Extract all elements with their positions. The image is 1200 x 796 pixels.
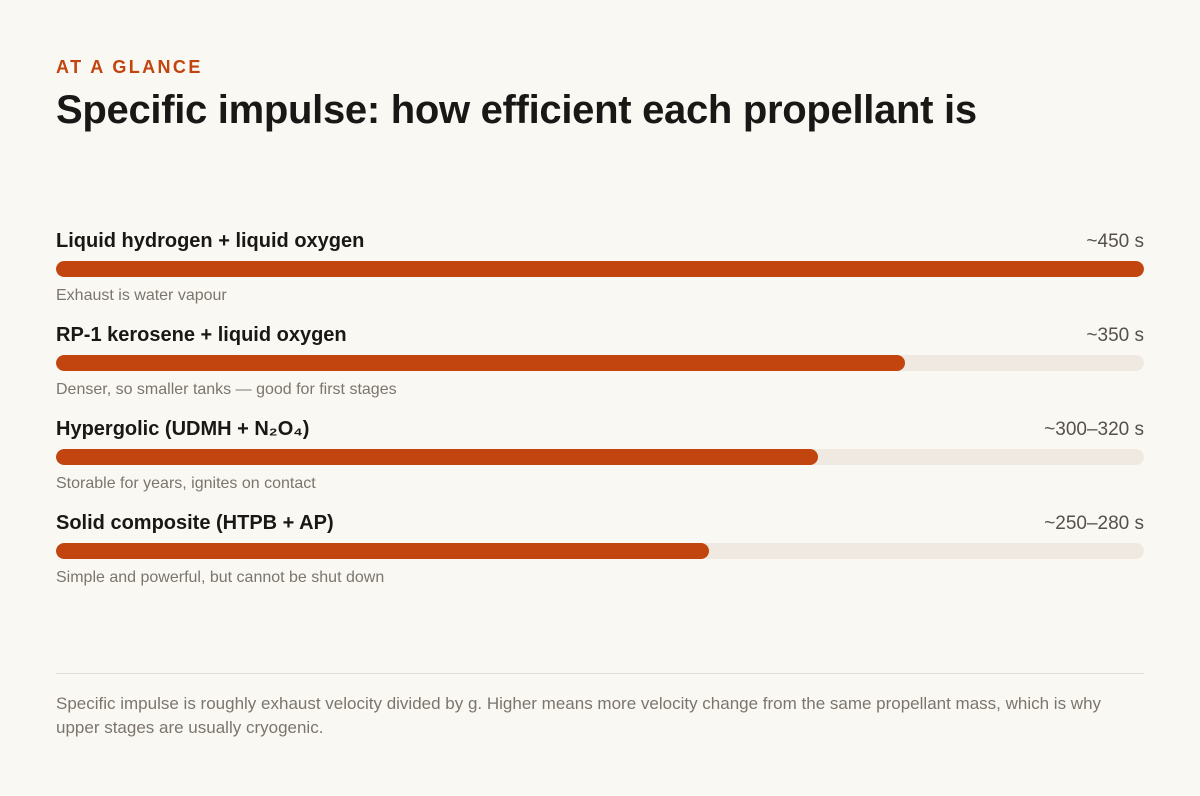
bar-row: RP-1 kerosene + liquid oxygen ~350 s Dense… <box>56 322 1144 416</box>
bar-note: Storable for years, ignites on contact <box>56 475 316 492</box>
bar-chart: Liquid hydrogen + liquid oxygen ~450 s Exh… <box>56 228 1144 604</box>
divider <box>56 673 1144 674</box>
page-title: Specific impulse: how efficient each pro… <box>56 88 977 132</box>
bar-category-label: Solid composite (HTPB + AP) <box>56 512 334 534</box>
bar-row: Liquid hydrogen + liquid oxygen ~450 s Exh… <box>56 228 1144 322</box>
bar-value-label: ~300–320 s <box>1044 419 1144 440</box>
bar-note: Denser, so smaller tanks — good for firs… <box>56 381 397 398</box>
bar-fill <box>56 261 1144 277</box>
bar-fill <box>56 449 818 465</box>
page: AT A GLANCE Specific impulse: how effici… <box>56 0 1144 796</box>
bar-category-label: RP-1 kerosene + liquid oxygen <box>56 324 347 346</box>
bar-track <box>56 543 1144 559</box>
footnote: Specific impulse is roughly exhaust velo… <box>56 694 1102 737</box>
bar-category-label: Hypergolic (UDMH + N₂O₄) <box>56 418 310 440</box>
bar-track <box>56 449 1144 465</box>
bar-note: Simple and powerful, but cannot be shut … <box>56 569 385 586</box>
bar-fill <box>56 355 905 371</box>
bar-value-label: ~450 s <box>1086 231 1144 252</box>
bar-track <box>56 261 1144 277</box>
bar-note: Exhaust is water vapour <box>56 287 227 304</box>
bar-fill <box>56 543 709 559</box>
bar-value-label: ~250–280 s <box>1044 513 1144 534</box>
bar-track <box>56 355 1144 371</box>
eyebrow-label: AT A GLANCE <box>56 57 203 77</box>
bar-row: Hypergolic (UDMH + N₂O₄) ~300–320 s Storab… <box>56 416 1144 510</box>
bar-category-label: Liquid hydrogen + liquid oxygen <box>56 230 365 252</box>
bar-row: Solid composite (HTPB + AP) ~250–280 s Sim… <box>56 510 1144 604</box>
bar-value-label: ~350 s <box>1086 325 1144 346</box>
